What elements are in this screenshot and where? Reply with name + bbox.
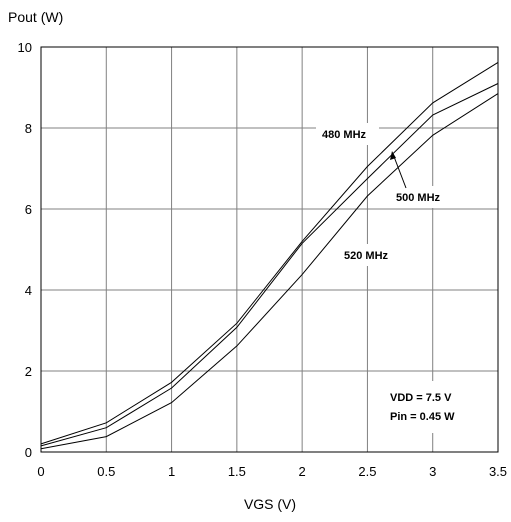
series-label-520-mhz: 520 MHz [344,250,389,262]
conditions-box [383,381,475,433]
y-tick-label: 8 [25,121,32,136]
label-background-480 [316,123,379,145]
series-line-1 [40,83,499,447]
condition-vdd: VDD = 7.5 V [390,392,452,404]
y-tick-label: 6 [25,202,32,217]
x-tick-label: 0.5 [97,464,115,479]
y-tick-label: 4 [25,283,32,298]
label-pointer-arrowhead [390,151,396,160]
y-tick-label: 10 [18,40,32,55]
x-tick-label: 2.5 [358,464,376,479]
y-tick-label: 2 [25,364,32,379]
x-tick-label: 3.5 [489,464,507,479]
y-tick-label: 0 [25,445,32,460]
x-tick-label: 1 [168,464,175,479]
x-tick-label: 1.5 [228,464,246,479]
label-background-500 [390,186,455,208]
series-label-480-mhz: 480 MHz [322,129,367,141]
label-background-520 [338,244,403,266]
x-tick-label: 0 [37,464,44,479]
x-tick-label: 3 [429,464,436,479]
series-layer [40,61,499,450]
series-line-2 [40,93,499,450]
plot-frame [40,46,499,453]
y-axis-title: Pout (W) [8,9,63,25]
label-pointer-500-mhz [392,153,407,189]
x-tick-label: 2 [299,464,306,479]
series-line-0 [40,61,499,445]
tick-labels: 0 0.5 1 1.5 2 2.5 3 3.5 0 2 4 6 8 10 [18,40,508,479]
series-label-500-mhz: 500 MHz [396,192,441,204]
condition-pin: Pin = 0.45 W [390,411,455,423]
x-axis-title: VGS (V) [244,496,296,512]
